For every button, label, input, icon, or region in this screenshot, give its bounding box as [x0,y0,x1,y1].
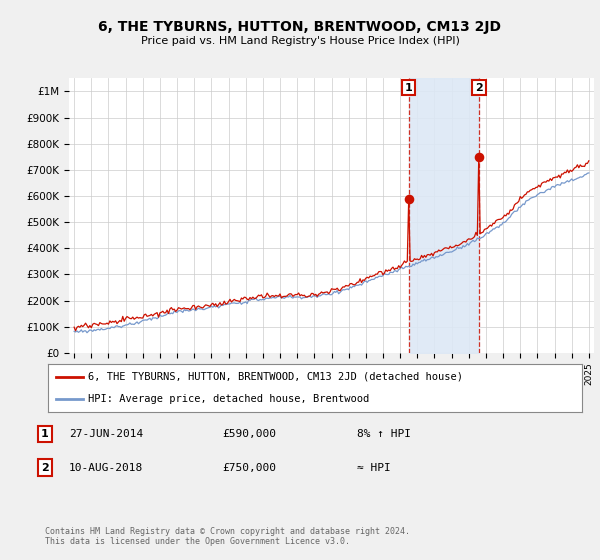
Text: £590,000: £590,000 [222,429,276,439]
Text: 10-AUG-2018: 10-AUG-2018 [69,463,143,473]
Point [474,152,484,161]
Text: 6, THE TYBURNS, HUTTON, BRENTWOOD, CM13 2JD: 6, THE TYBURNS, HUTTON, BRENTWOOD, CM13 … [98,20,502,34]
Text: 1: 1 [405,82,413,92]
Text: ≈ HPI: ≈ HPI [357,463,391,473]
Text: Contains HM Land Registry data © Crown copyright and database right 2024.
This d: Contains HM Land Registry data © Crown c… [45,526,410,546]
Text: HPI: Average price, detached house, Brentwood: HPI: Average price, detached house, Bren… [88,394,370,404]
Text: 27-JUN-2014: 27-JUN-2014 [69,429,143,439]
Text: 2: 2 [41,463,49,473]
Text: 8% ↑ HPI: 8% ↑ HPI [357,429,411,439]
Point [404,194,413,203]
Text: 6, THE TYBURNS, HUTTON, BRENTWOOD, CM13 2JD (detached house): 6, THE TYBURNS, HUTTON, BRENTWOOD, CM13 … [88,372,463,382]
Text: Price paid vs. HM Land Registry's House Price Index (HPI): Price paid vs. HM Land Registry's House … [140,36,460,46]
Text: 1: 1 [41,429,49,439]
Text: 2: 2 [475,82,483,92]
Text: £750,000: £750,000 [222,463,276,473]
